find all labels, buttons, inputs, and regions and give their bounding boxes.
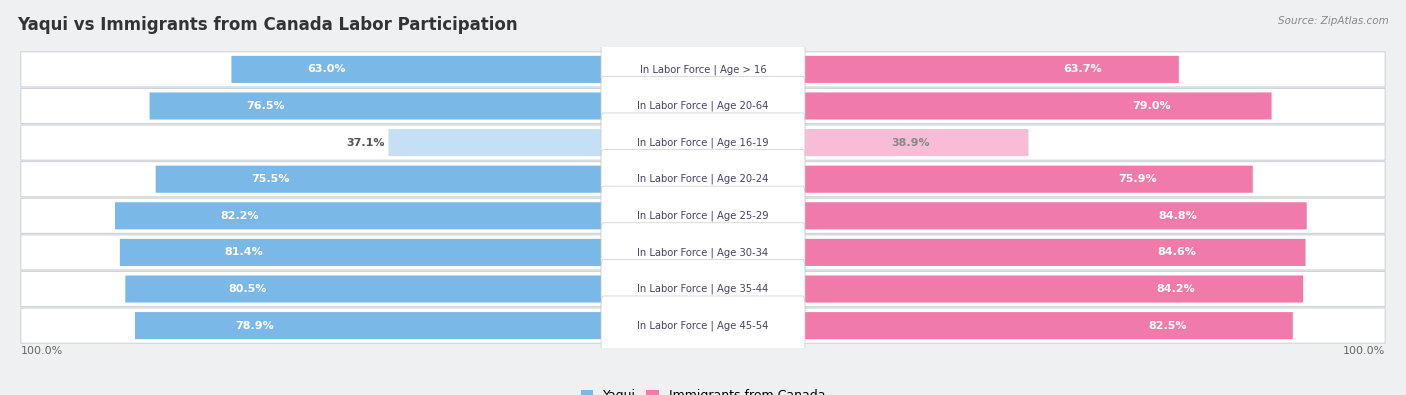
FancyBboxPatch shape xyxy=(21,162,1385,197)
Text: In Labor Force | Age 20-24: In Labor Force | Age 20-24 xyxy=(637,174,769,184)
Text: 81.4%: 81.4% xyxy=(224,247,263,258)
Text: 100.0%: 100.0% xyxy=(1343,346,1385,356)
Text: In Labor Force | Age 25-29: In Labor Force | Age 25-29 xyxy=(637,211,769,221)
FancyBboxPatch shape xyxy=(125,275,613,303)
FancyBboxPatch shape xyxy=(793,129,1028,156)
FancyBboxPatch shape xyxy=(793,275,1303,303)
FancyBboxPatch shape xyxy=(600,223,806,282)
Text: In Labor Force | Age 35-44: In Labor Force | Age 35-44 xyxy=(637,284,769,294)
FancyBboxPatch shape xyxy=(600,186,806,245)
Text: 79.0%: 79.0% xyxy=(1132,101,1171,111)
FancyBboxPatch shape xyxy=(21,198,1385,233)
Text: 84.6%: 84.6% xyxy=(1157,247,1197,258)
Text: 100.0%: 100.0% xyxy=(21,346,63,356)
Text: In Labor Force | Age 45-54: In Labor Force | Age 45-54 xyxy=(637,320,769,331)
FancyBboxPatch shape xyxy=(600,296,806,355)
Text: 75.5%: 75.5% xyxy=(250,174,290,184)
Text: 82.5%: 82.5% xyxy=(1149,321,1187,331)
Text: In Labor Force | Age 16-19: In Labor Force | Age 16-19 xyxy=(637,137,769,148)
FancyBboxPatch shape xyxy=(388,129,613,156)
FancyBboxPatch shape xyxy=(600,260,806,319)
Text: 76.5%: 76.5% xyxy=(246,101,285,111)
FancyBboxPatch shape xyxy=(793,166,1253,193)
FancyBboxPatch shape xyxy=(793,239,1306,266)
Text: 37.1%: 37.1% xyxy=(346,137,385,148)
FancyBboxPatch shape xyxy=(21,52,1385,87)
Text: Yaqui vs Immigrants from Canada Labor Participation: Yaqui vs Immigrants from Canada Labor Pa… xyxy=(17,16,517,34)
FancyBboxPatch shape xyxy=(600,113,806,172)
FancyBboxPatch shape xyxy=(135,312,613,339)
FancyBboxPatch shape xyxy=(21,235,1385,270)
FancyBboxPatch shape xyxy=(600,76,806,135)
FancyBboxPatch shape xyxy=(21,308,1385,343)
Text: In Labor Force | Age 30-34: In Labor Force | Age 30-34 xyxy=(637,247,769,258)
FancyBboxPatch shape xyxy=(21,271,1385,307)
FancyBboxPatch shape xyxy=(600,150,806,209)
FancyBboxPatch shape xyxy=(115,202,613,229)
Text: 84.2%: 84.2% xyxy=(1156,284,1195,294)
FancyBboxPatch shape xyxy=(149,92,613,120)
FancyBboxPatch shape xyxy=(232,56,613,83)
FancyBboxPatch shape xyxy=(156,166,613,193)
Text: 63.7%: 63.7% xyxy=(1063,64,1101,74)
FancyBboxPatch shape xyxy=(793,56,1178,83)
Legend: Yaqui, Immigrants from Canada: Yaqui, Immigrants from Canada xyxy=(575,384,831,395)
Text: Source: ZipAtlas.com: Source: ZipAtlas.com xyxy=(1278,16,1389,26)
Text: 63.0%: 63.0% xyxy=(308,64,346,74)
Text: 80.5%: 80.5% xyxy=(228,284,267,294)
Text: 84.8%: 84.8% xyxy=(1159,211,1198,221)
Text: 75.9%: 75.9% xyxy=(1118,174,1157,184)
FancyBboxPatch shape xyxy=(600,40,806,99)
FancyBboxPatch shape xyxy=(120,239,613,266)
Text: 78.9%: 78.9% xyxy=(235,321,274,331)
Text: In Labor Force | Age > 16: In Labor Force | Age > 16 xyxy=(640,64,766,75)
Text: 82.2%: 82.2% xyxy=(221,211,259,221)
FancyBboxPatch shape xyxy=(793,92,1271,120)
FancyBboxPatch shape xyxy=(793,312,1292,339)
FancyBboxPatch shape xyxy=(21,125,1385,160)
FancyBboxPatch shape xyxy=(793,202,1306,229)
Text: In Labor Force | Age 20-64: In Labor Force | Age 20-64 xyxy=(637,101,769,111)
Text: 38.9%: 38.9% xyxy=(891,137,929,148)
FancyBboxPatch shape xyxy=(21,88,1385,124)
